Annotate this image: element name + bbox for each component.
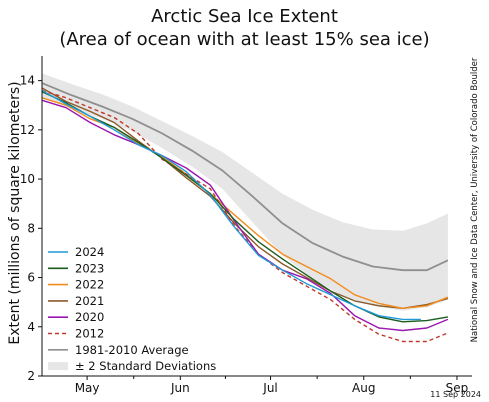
series-line-2024	[41, 89, 421, 321]
y-tick-label: 12	[20, 123, 35, 137]
y-tick-label: 6	[27, 271, 35, 285]
series-line-2012	[41, 89, 449, 343]
legend-label-2022: 2022	[75, 278, 104, 292]
x-tick-label: Jun	[170, 381, 190, 395]
x-tick-label: Aug	[352, 381, 375, 395]
legend-swatch-band	[48, 362, 68, 371]
x-tick-label: Sep	[446, 381, 469, 395]
legend-label-2021: 2021	[75, 294, 104, 308]
x-tick-label: May	[75, 381, 100, 395]
legend-label-2012: 2012	[75, 327, 104, 341]
x-tick-label: Jul	[262, 381, 277, 395]
std-dev-band	[42, 73, 448, 311]
date-stamp: 11 Sep 2024	[430, 390, 481, 399]
legend-label-2023: 2023	[75, 261, 104, 275]
y-tick-label: 10	[20, 172, 35, 186]
chart-subtitle: (Area of ocean with at least 15% sea ice…	[59, 29, 430, 50]
chart-title: Arctic Sea Ice Extent	[151, 6, 338, 27]
series-line-2023	[41, 91, 449, 323]
legend-label--2-standard-deviations: ± 2 Standard Deviations	[75, 359, 216, 373]
y-tick-label: 2	[27, 369, 35, 383]
y-tick-label: 4	[27, 320, 35, 334]
series-line-2021	[41, 87, 449, 309]
series-line-2020	[41, 99, 449, 332]
legend-label-2024: 2024	[75, 245, 104, 259]
legend-label-2020: 2020	[75, 310, 104, 324]
series-line-1981-2010-average	[41, 82, 449, 272]
y-tick-label: 8	[27, 221, 35, 235]
y-tick-label: 14	[20, 74, 35, 88]
legend-label-1981-2010-average: 1981-2010 Average	[75, 343, 189, 357]
